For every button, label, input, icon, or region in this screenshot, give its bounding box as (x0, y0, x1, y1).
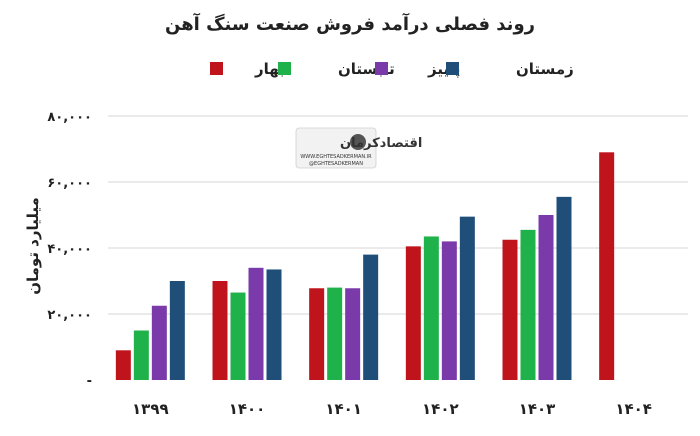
bar-2-4 (423, 236, 439, 380)
bar-4-4 (459, 216, 475, 380)
y-tick-label: - (87, 374, 92, 389)
bar-3-2 (248, 267, 264, 380)
bar-2-3 (327, 287, 343, 380)
bar-1-1 (115, 350, 131, 380)
x-axis-ticks: ۱۳۹۹ ۱۴۰۰ ۱۴۰۱ ۱۴۰۲ ۱۴۰۳ ۱۴۰۴ (132, 400, 652, 418)
y-tick-label: ۴۰,۰۰۰ (47, 242, 92, 257)
legend-swatch-3 (375, 62, 388, 75)
y-tick-label: ۶۰,۰۰۰ (47, 176, 92, 191)
y-axis-ticks: - ۲۰,۰۰۰ ۴۰,۰۰۰ ۶۰,۰۰۰ ۸۰,۰۰۰ (47, 110, 92, 389)
x-tick-label: ۱۴۰۲ (422, 400, 459, 418)
bar-3-5 (538, 215, 554, 380)
bar-1-5 (502, 239, 518, 380)
x-tick-label: ۱۳۹۹ (132, 400, 169, 418)
bar-3-1 (151, 305, 167, 380)
legend: بهار تابستان پاییز زمستان (210, 60, 574, 79)
watermark-logo: اقتصادکرمان WWW.EGHTESADKERMAN.IR @EGHTE… (295, 127, 422, 169)
bars (115, 152, 615, 380)
bar-1-2 (212, 281, 228, 380)
bar-4-2 (266, 269, 282, 380)
bar-4-3 (363, 254, 379, 380)
legend-swatch-2 (278, 62, 291, 75)
bar-4-1 (169, 281, 185, 380)
legend-swatch-4 (446, 62, 459, 75)
x-tick-label: ۱۴۰۱ (325, 400, 362, 418)
watermark-name: اقتصادکرمان (340, 136, 422, 151)
bar-1-3 (309, 288, 325, 380)
x-tick-label: ۱۴۰۰ (229, 400, 266, 418)
legend-label-1: بهار (254, 60, 285, 78)
y-tick-label: ۸۰,۰۰۰ (47, 110, 92, 125)
bar-1-6 (599, 152, 615, 380)
bar-2-5 (520, 229, 536, 380)
bar-3-3 (345, 288, 361, 380)
y-tick-label: ۲۰,۰۰۰ (47, 308, 92, 323)
legend-swatch-1 (210, 62, 223, 75)
gridlines (108, 115, 688, 315)
watermark-handle: @EGHTESADKERMAN (309, 161, 363, 167)
x-tick-label: ۱۴۰۳ (519, 400, 556, 418)
bar-1-4 (405, 246, 421, 380)
bar-3-4 (441, 241, 457, 380)
bar-2-1 (133, 330, 149, 380)
legend-label-4: زمستان (516, 60, 574, 78)
watermark-url: WWW.EGHTESADKERMAN.IR (300, 154, 372, 160)
y-axis-label: میلیارد تومان (24, 197, 42, 295)
x-tick-label: ۱۴۰۴ (615, 400, 652, 418)
bar-4-5 (556, 196, 572, 380)
chart-title: روند فصلی درآمد فروش صنعت سنگ آهن (165, 12, 535, 35)
bar-2-2 (230, 292, 246, 380)
